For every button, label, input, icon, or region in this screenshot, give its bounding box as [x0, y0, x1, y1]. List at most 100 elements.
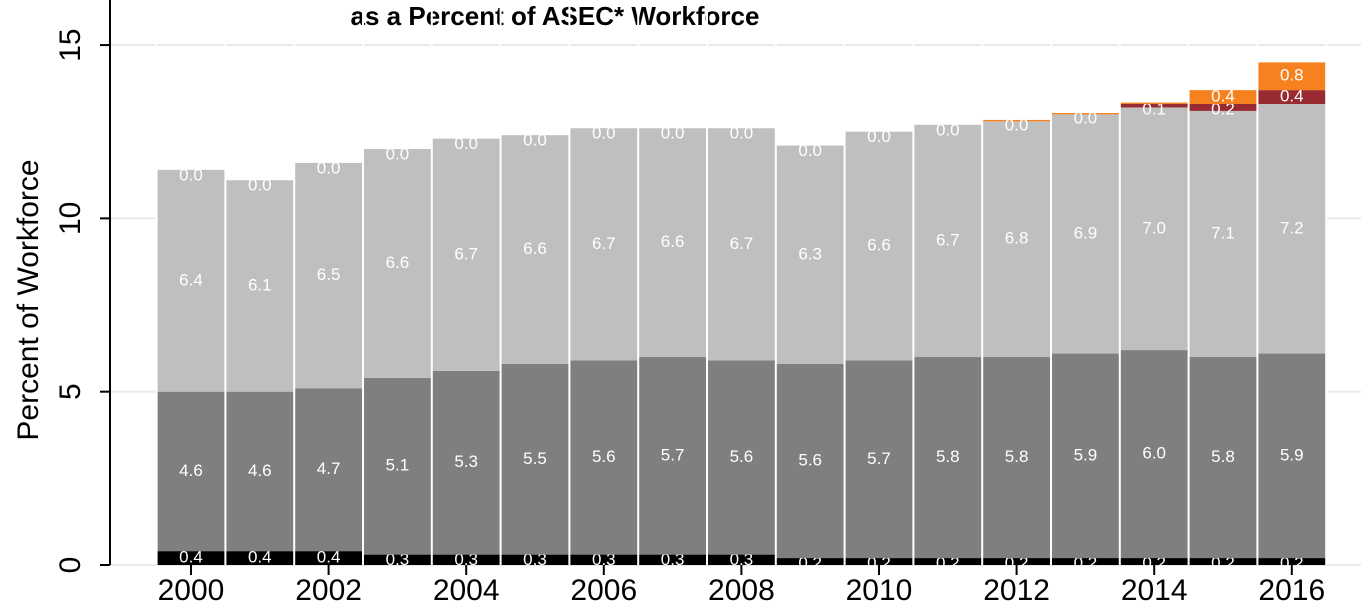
- value-label: 0.0: [867, 127, 891, 146]
- bar-segment: [1051, 114, 1120, 354]
- bar-segment: [1189, 90, 1257, 104]
- value-label: 5.9: [1074, 445, 1098, 464]
- bar-segment: [1051, 353, 1120, 559]
- bar-segment: [707, 360, 776, 555]
- value-label: 0.2: [1211, 554, 1235, 573]
- value-label: 0.0: [1074, 108, 1098, 127]
- bar-segment: [1120, 558, 1189, 565]
- value-label: 5.5: [523, 449, 547, 468]
- value-label: 0.1: [1142, 99, 1166, 118]
- bar-segment: [1189, 110, 1257, 358]
- bar-segment: [1257, 353, 1326, 559]
- x-tick-label: 2016: [1258, 574, 1325, 607]
- bar-segment: [157, 551, 225, 565]
- y-axis-label: Percent of Workforce: [12, 159, 45, 440]
- bar-segment: [157, 391, 225, 552]
- value-label: 6.6: [867, 236, 891, 255]
- value-label: 6.7: [454, 244, 478, 263]
- value-label: 0.4: [179, 548, 203, 567]
- bar-segment: [776, 558, 845, 565]
- bar-segment: [1051, 558, 1120, 565]
- x-tick-label: 2010: [846, 574, 913, 607]
- bar-segment: [294, 388, 363, 552]
- bar-segment: [913, 357, 982, 559]
- value-label: 7.0: [1142, 218, 1166, 237]
- bar-segment: [363, 377, 432, 555]
- value-label: 7.1: [1211, 223, 1235, 242]
- bar-segment: [845, 558, 913, 565]
- x-tick-label: 2008: [708, 574, 775, 607]
- bar-segment: [638, 357, 707, 555]
- bar-segment: [225, 180, 294, 392]
- bar-segment: [225, 391, 294, 552]
- value-label: 5.6: [592, 447, 616, 466]
- bar-segment: [638, 128, 707, 358]
- value-label: 0.0: [248, 176, 272, 195]
- bar-segment: [1120, 102, 1189, 104]
- value-label: 6.7: [730, 234, 754, 253]
- value-label: 0.0: [592, 124, 616, 143]
- bar-segment: [432, 554, 501, 565]
- x-tick-label: 2002: [295, 574, 362, 607]
- bar-segment: [845, 360, 913, 559]
- bar-segment: [501, 363, 569, 555]
- value-label: 0.0: [523, 131, 547, 150]
- value-label: 0.3: [386, 550, 410, 569]
- value-label: 0.4: [317, 548, 341, 567]
- value-label: 5.7: [867, 449, 891, 468]
- bar-segment: [1257, 62, 1326, 91]
- value-label: 5.9: [1280, 445, 1304, 464]
- y-tick-label: 5: [54, 383, 87, 400]
- value-label: 0.0: [1005, 115, 1029, 134]
- value-label: 0.0: [798, 141, 822, 160]
- value-label: 0.2: [1280, 554, 1304, 573]
- x-tick-label: 2012: [983, 574, 1050, 607]
- value-label: 0.2: [867, 554, 891, 573]
- value-label: 0.3: [730, 550, 754, 569]
- bar-segment: [157, 169, 225, 392]
- value-label: 5.1: [386, 456, 410, 475]
- value-label: 6.6: [661, 232, 685, 251]
- value-label: 0.0: [386, 145, 410, 164]
- bar-segment: [569, 128, 638, 361]
- value-label: 0.0: [730, 124, 754, 143]
- value-label: 7.2: [1280, 218, 1304, 237]
- bar-segment: [569, 554, 638, 565]
- value-label: 5.6: [730, 447, 754, 466]
- bar-segment: [707, 128, 776, 361]
- value-label: 0.2: [1142, 554, 1166, 573]
- value-label: 4.6: [248, 461, 272, 480]
- value-label: 0.2: [1074, 554, 1098, 573]
- bar-segment: [913, 124, 982, 358]
- bar-segment: [294, 551, 363, 565]
- bar-segment: [982, 121, 1051, 358]
- bar-segment: [363, 554, 432, 565]
- bar-segment: [1189, 103, 1257, 111]
- bar-segment: [1189, 357, 1257, 559]
- value-label: 0.3: [454, 550, 478, 569]
- bar-segment: [569, 360, 638, 555]
- value-label: 0.3: [661, 550, 685, 569]
- value-label: 6.1: [248, 275, 272, 294]
- value-label: 0.0: [317, 158, 341, 177]
- value-label: 6.5: [317, 265, 341, 284]
- value-label: 0.0: [179, 165, 203, 184]
- value-label: 5.7: [661, 445, 685, 464]
- bar-segment: [1120, 103, 1189, 108]
- bar-segment: [294, 162, 363, 389]
- value-label: 0.4: [1280, 87, 1304, 106]
- x-tick-label: 2006: [570, 574, 637, 607]
- bar-segment: [1189, 558, 1257, 565]
- value-label: 0.2: [936, 554, 960, 573]
- value-label: 5.6: [798, 450, 822, 469]
- x-tick-label: 2000: [158, 574, 225, 607]
- value-label: 0.0: [454, 134, 478, 153]
- bar-segment: [913, 558, 982, 565]
- value-label: 0.4: [1211, 87, 1235, 106]
- bar-segment: [1120, 107, 1189, 351]
- value-label: 0.0: [936, 120, 960, 139]
- bar-segment: [1257, 90, 1326, 104]
- value-label: 4.6: [179, 461, 203, 480]
- bar-segment: [225, 551, 294, 565]
